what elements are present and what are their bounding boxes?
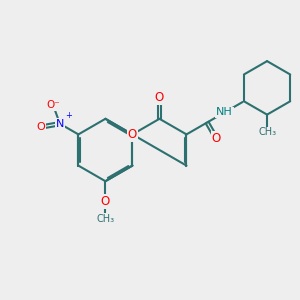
Text: CH₃: CH₃: [258, 128, 276, 137]
Text: O: O: [36, 122, 45, 132]
Text: O⁻: O⁻: [46, 100, 60, 110]
Text: NH: NH: [216, 107, 233, 117]
Text: O: O: [128, 128, 137, 141]
Text: +: +: [65, 111, 72, 120]
Text: O: O: [155, 91, 164, 104]
Text: O: O: [101, 195, 110, 208]
Text: CH₃: CH₃: [96, 214, 115, 224]
Text: N: N: [56, 119, 64, 129]
Text: O: O: [212, 132, 221, 145]
